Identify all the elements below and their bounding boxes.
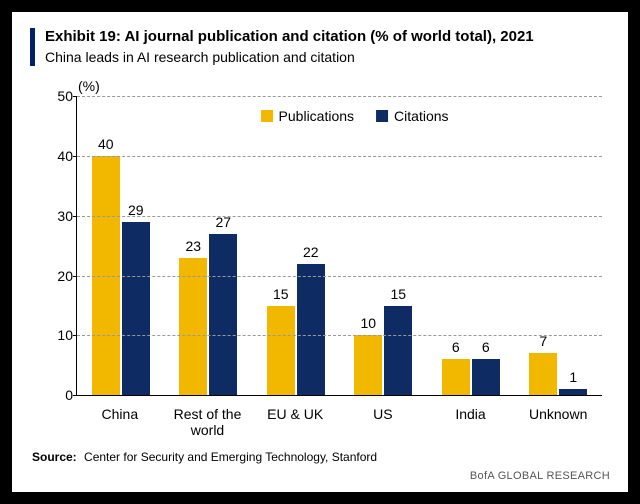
exhibit-title: Exhibit 19: AI journal publication and c… bbox=[45, 28, 610, 46]
gridline bbox=[77, 216, 602, 217]
y-tick-mark bbox=[73, 395, 77, 396]
bar: 15 bbox=[267, 306, 295, 396]
bar-value-label: 40 bbox=[98, 136, 114, 152]
y-tick-label: 10 bbox=[47, 327, 73, 343]
bar-group: 66 bbox=[427, 96, 515, 395]
legend-swatch bbox=[376, 110, 388, 122]
x-axis-labels: ChinaRest of theworldEU & UKUSIndiaUnkno… bbox=[76, 402, 602, 438]
source-label: Source: bbox=[32, 450, 77, 464]
bar-value-label: 6 bbox=[452, 339, 460, 355]
header: Exhibit 19: AI journal publication and c… bbox=[30, 28, 610, 66]
bar: 6 bbox=[472, 359, 500, 395]
x-tick-label: China bbox=[76, 402, 164, 438]
accent-bar bbox=[30, 28, 35, 66]
source-text: Center for Security and Emerging Technol… bbox=[84, 450, 377, 464]
legend-item-citations: Citations bbox=[376, 108, 448, 124]
y-tick-label: 20 bbox=[47, 268, 73, 284]
legend-item-publications: Publications bbox=[261, 108, 355, 124]
chart: (%) Publications Citations 4029232715221… bbox=[40, 86, 610, 396]
y-axis-unit: (%) bbox=[78, 78, 100, 94]
brand-footer: BofA GLOBAL RESEARCH bbox=[470, 470, 610, 482]
legend-label: Citations bbox=[394, 108, 448, 124]
bar: 1 bbox=[559, 389, 587, 395]
legend-swatch bbox=[261, 110, 273, 122]
bar: 15 bbox=[384, 306, 412, 396]
bar-value-label: 6 bbox=[482, 339, 490, 355]
bar-value-label: 10 bbox=[360, 315, 376, 331]
bar-group: 71 bbox=[515, 96, 603, 395]
y-tick-label: 30 bbox=[47, 208, 73, 224]
y-tick-mark bbox=[73, 335, 77, 336]
y-tick-mark bbox=[73, 276, 77, 277]
exhibit-subtitle: China leads in AI research publication a… bbox=[45, 48, 610, 66]
legend: Publications Citations bbox=[261, 108, 449, 124]
bar: 10 bbox=[354, 335, 382, 395]
gridline bbox=[77, 156, 602, 157]
y-tick-mark bbox=[73, 216, 77, 217]
bar-value-label: 15 bbox=[273, 286, 289, 302]
x-tick-label: India bbox=[427, 402, 515, 438]
bar-value-label: 1 bbox=[569, 369, 577, 385]
y-tick-label: 50 bbox=[47, 88, 73, 104]
gridline bbox=[77, 276, 602, 277]
x-tick-label: US bbox=[339, 402, 427, 438]
bar-group: 1522 bbox=[252, 96, 340, 395]
bar: 22 bbox=[297, 264, 325, 396]
bar-group: 2327 bbox=[165, 96, 253, 395]
gridline bbox=[77, 335, 602, 336]
y-tick-label: 0 bbox=[47, 387, 73, 403]
source-line: Source: Center for Security and Emerging… bbox=[32, 450, 377, 464]
bar-group: 40 29 bbox=[77, 96, 165, 395]
bar-group: 1015 bbox=[340, 96, 428, 395]
plot-region: Publications Citations 40292327152210156… bbox=[76, 96, 602, 396]
bars-container: 40292327152210156671 bbox=[77, 96, 602, 395]
exhibit-card: Exhibit 19: AI journal publication and c… bbox=[12, 12, 628, 492]
bar: 6 bbox=[442, 359, 470, 395]
legend-label: Publications bbox=[279, 108, 355, 124]
title-block: Exhibit 19: AI journal publication and c… bbox=[45, 28, 610, 66]
x-tick-label: Rest of theworld bbox=[164, 402, 252, 438]
y-tick-label: 40 bbox=[47, 148, 73, 164]
gridline bbox=[77, 96, 602, 97]
bar: 27 bbox=[209, 234, 237, 395]
bar-value-label: 15 bbox=[390, 286, 406, 302]
y-tick-mark bbox=[73, 156, 77, 157]
x-tick-label: Unknown bbox=[514, 402, 602, 438]
bar: 23 bbox=[179, 258, 207, 396]
x-tick-label: EU & UK bbox=[251, 402, 339, 438]
bar-value-label: 22 bbox=[303, 244, 319, 260]
y-tick-mark bbox=[73, 96, 77, 97]
bar: 7 bbox=[529, 353, 557, 395]
bar-value-label: 23 bbox=[185, 238, 201, 254]
bar: 29 bbox=[122, 222, 150, 395]
